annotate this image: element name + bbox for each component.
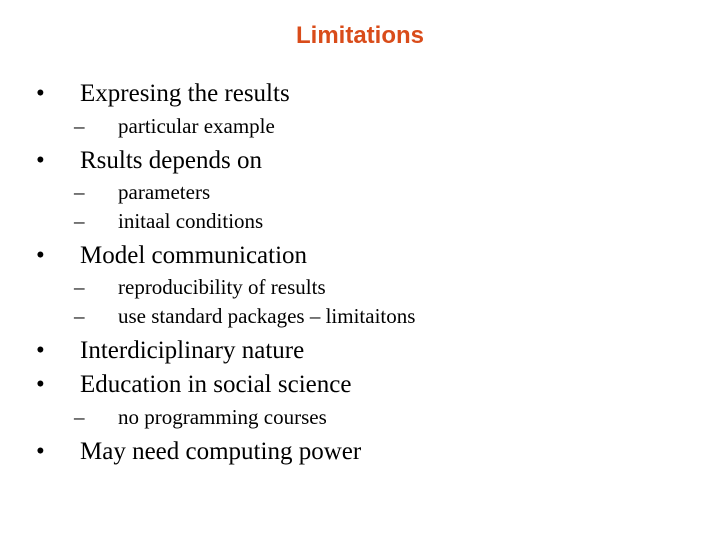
bullet-lvl2: initaal conditions xyxy=(58,208,668,234)
bullet-lvl1: Education in social science xyxy=(58,369,668,402)
bullet-lvl1: Expresing the results xyxy=(58,78,668,111)
bullet-lvl2: particular example xyxy=(58,113,668,139)
slide-body: Expresing the results particular example… xyxy=(58,78,668,471)
slide-title: Limitations xyxy=(0,22,720,50)
bullet-lvl1: Rsults depends on xyxy=(58,145,668,178)
bullet-lvl2: use standard packages – limitaitons xyxy=(58,303,668,329)
bullet-lvl1: Model communication xyxy=(58,240,668,273)
bullet-lvl2: no programming courses xyxy=(58,404,668,430)
bullet-lvl2: parameters xyxy=(58,179,668,205)
bullet-lvl2: reproducibility of results xyxy=(58,274,668,300)
bullet-lvl1: May need computing power xyxy=(58,436,668,469)
bullet-lvl1: Interdiciplinary nature xyxy=(58,335,668,368)
slide: Limitations Expresing the results partic… xyxy=(0,0,720,540)
